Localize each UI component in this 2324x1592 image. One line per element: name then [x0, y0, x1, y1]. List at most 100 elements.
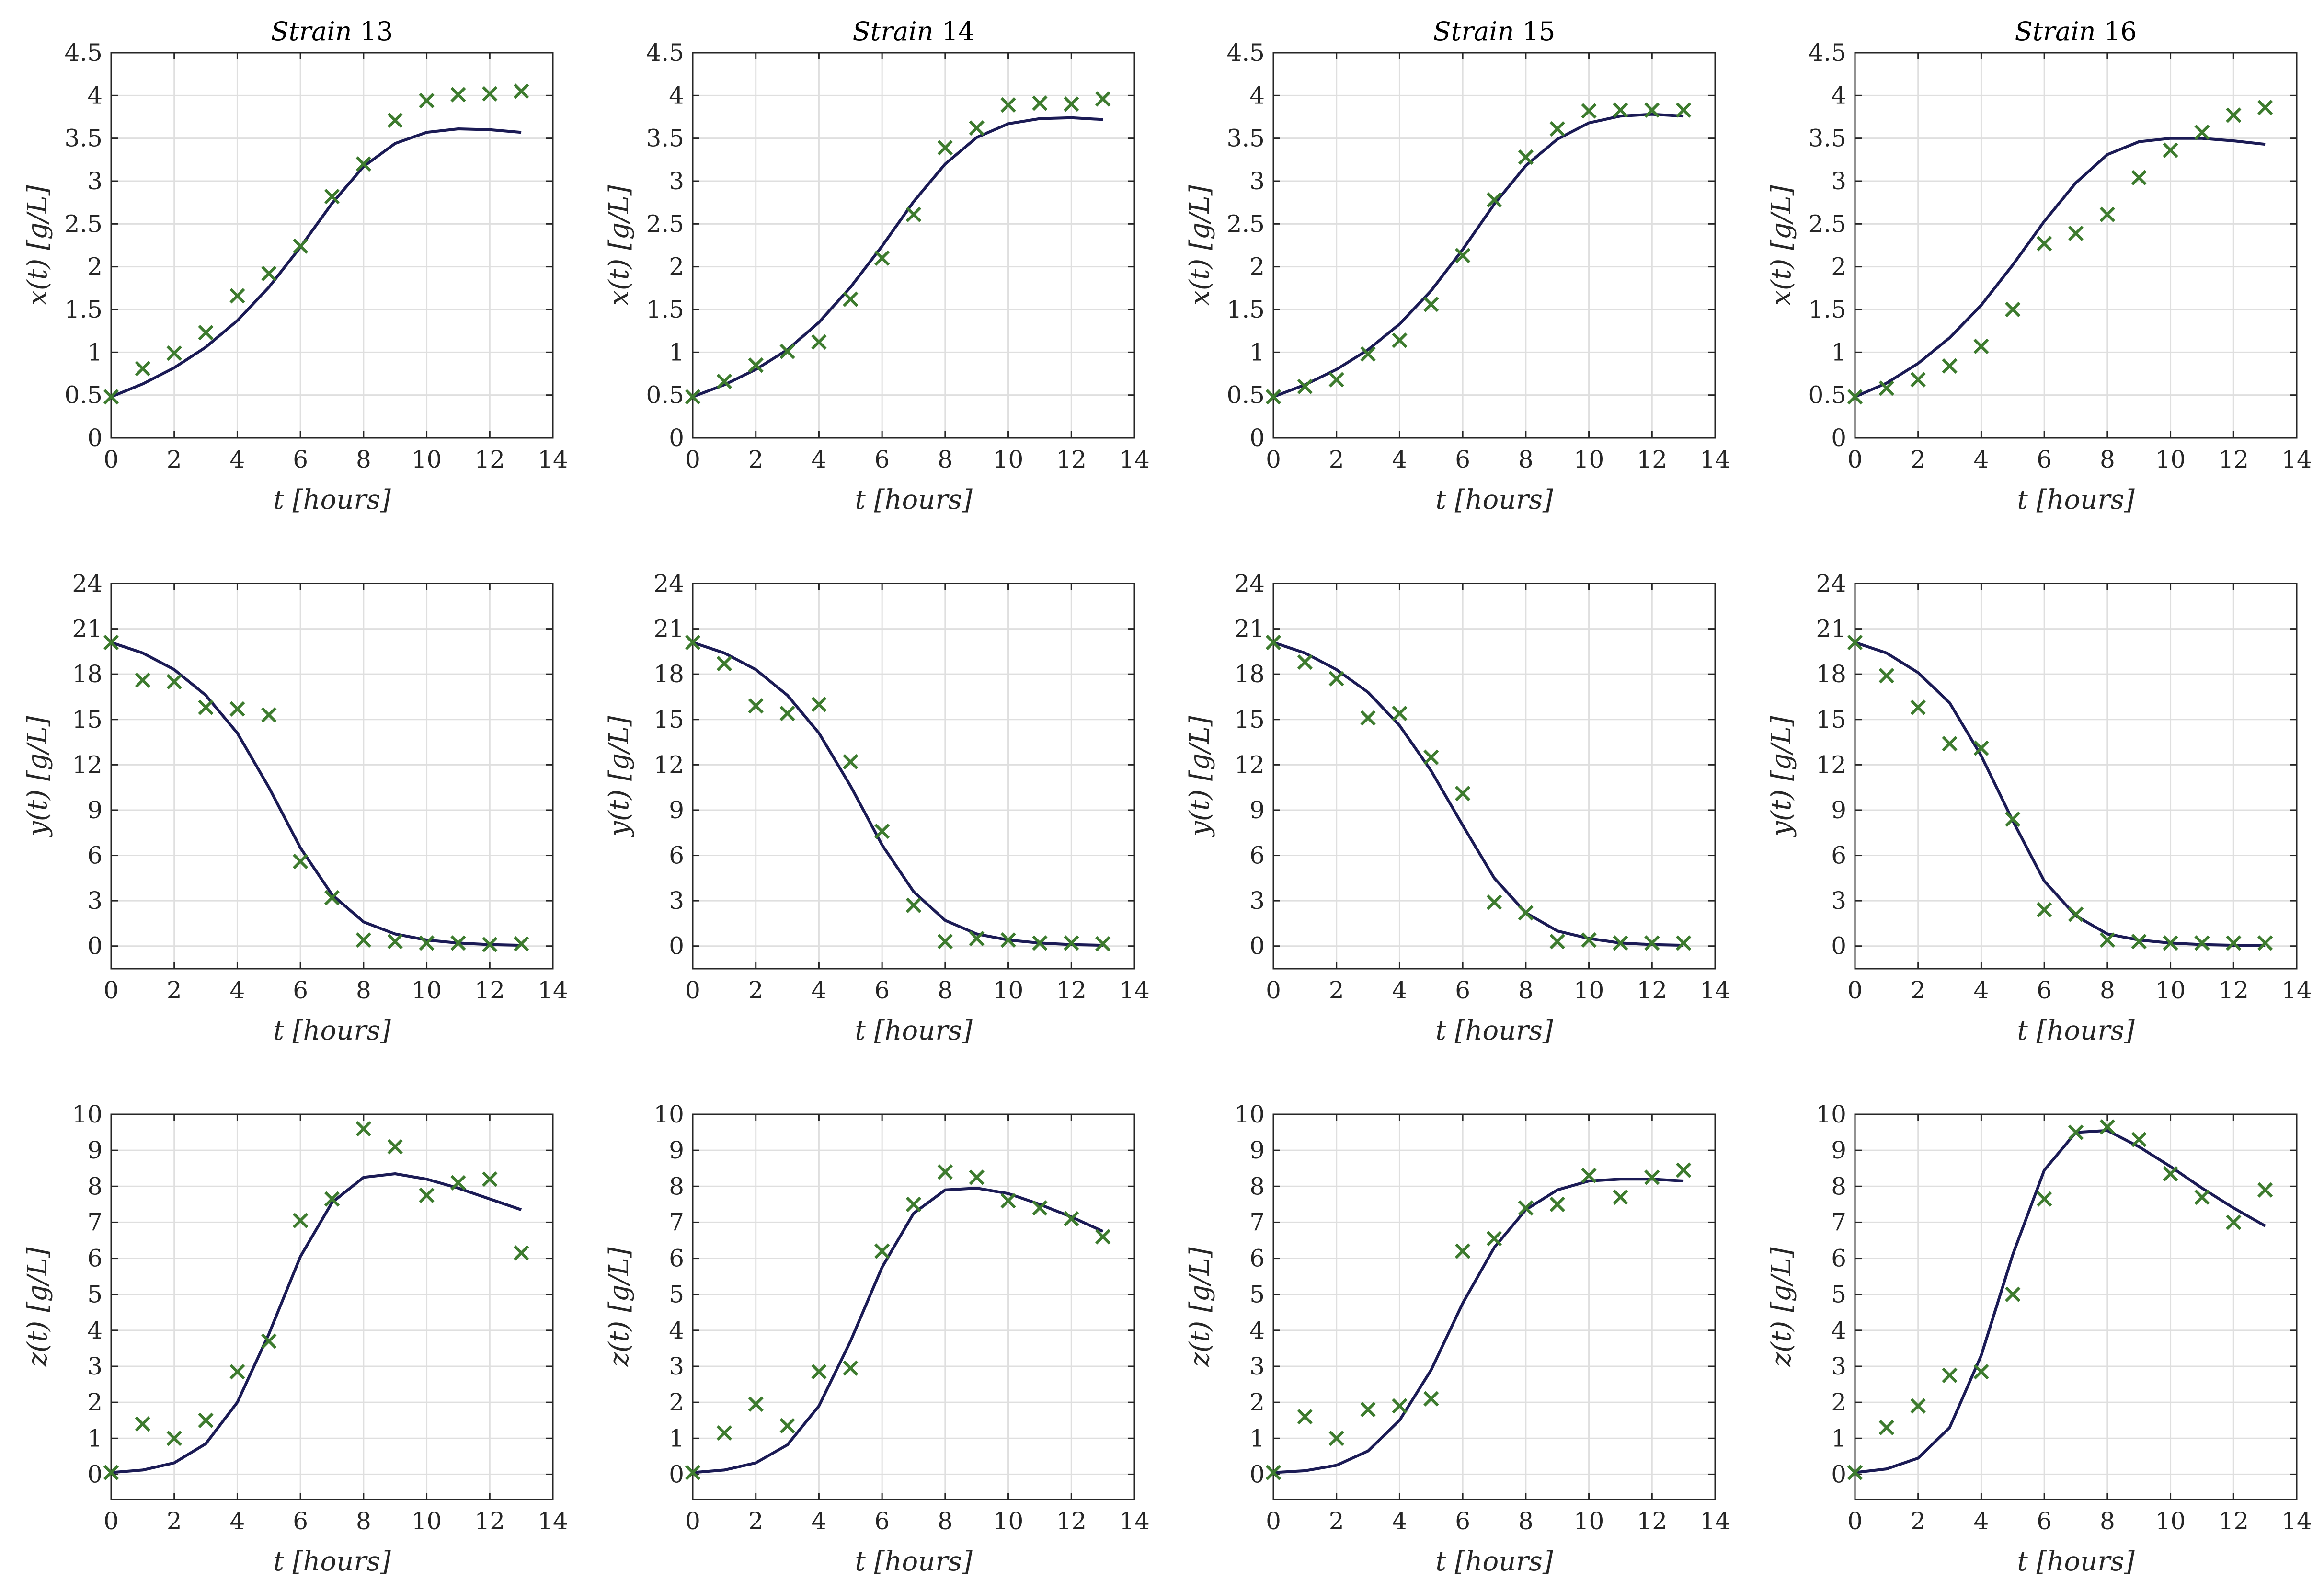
data-marker-stroke	[2194, 1189, 2210, 1205]
x-tick-label: 6	[2037, 976, 2052, 1004]
x-tick-label: 6	[874, 976, 890, 1004]
data-point	[1644, 1169, 1660, 1185]
data-marker-stroke	[2068, 906, 2084, 922]
data-marker-stroke	[1910, 1398, 1926, 1414]
data-point	[293, 854, 309, 870]
data-point	[450, 1175, 466, 1191]
data-marker-stroke	[1518, 905, 1534, 921]
data-marker-stroke	[450, 935, 466, 951]
model-curve	[111, 641, 522, 947]
data-marker-stroke	[1095, 936, 1111, 952]
data-point	[905, 206, 922, 222]
data-point	[1265, 389, 1282, 405]
y-tick-label: 6	[1831, 1245, 1846, 1272]
y-tick-label: 8	[1249, 1172, 1265, 1200]
x-tick-label: 12	[1056, 976, 1087, 1004]
x-tick-label: 12	[1637, 446, 1667, 473]
y-tick-label: 3	[669, 1352, 684, 1380]
y-tick-label: 4	[1831, 1317, 1846, 1344]
y-tick-label: 15	[1234, 706, 1265, 733]
data-marker-stroke	[135, 1416, 150, 1432]
data-point	[2005, 301, 2021, 318]
data-point	[716, 1425, 732, 1441]
data-marker-stroke	[1392, 706, 1408, 722]
data-point	[514, 936, 529, 952]
plot-frame	[1854, 1113, 2298, 1500]
data-point	[937, 140, 953, 156]
x-tick-label: 14	[2281, 446, 2312, 473]
data-marker-stroke	[1644, 1169, 1660, 1185]
x-tick-label: 10	[1574, 976, 1604, 1004]
data-marker-stroke	[2005, 811, 2021, 827]
data-point	[779, 706, 795, 722]
data-marker-stroke	[685, 1465, 701, 1480]
y-tick-label: 1	[87, 1424, 103, 1452]
data-marker-stroke	[1297, 654, 1313, 670]
y-tick-label: 24	[1816, 570, 1846, 597]
data-marker-stroke	[103, 634, 119, 651]
model-curve	[1855, 641, 2266, 947]
data-point	[1676, 1162, 1692, 1178]
x-tick-label: 10	[2155, 446, 2186, 473]
plot-title-word: Strain	[2015, 16, 2104, 46]
data-point	[1064, 1211, 1079, 1227]
data-point	[2226, 935, 2242, 951]
y-axis-label: x(t) [g/L]	[1766, 185, 1797, 305]
data-marker-stroke	[2257, 100, 2273, 115]
y-tick-label: 2	[1831, 1388, 1846, 1416]
data-point	[2037, 1191, 2052, 1207]
x-axis-label: t [hours]	[855, 484, 973, 515]
data-marker-stroke	[2226, 1214, 2242, 1230]
y-tick-label: 0	[1831, 1460, 1846, 1488]
data-marker-stroke	[779, 706, 795, 722]
y-tick-label: 6	[1249, 842, 1265, 870]
x-tick-label: 0	[1847, 976, 1863, 1004]
y-tick-label: 15	[1816, 706, 1846, 733]
y-axis-label: y(t) [g/L]	[1766, 716, 1797, 837]
data-point	[1973, 1364, 1989, 1380]
y-tick-label: 18	[1816, 660, 1846, 688]
x-tick-label: 2	[167, 1507, 182, 1535]
data-point	[811, 1364, 827, 1380]
data-point	[324, 890, 340, 905]
data-marker-stroke	[716, 373, 732, 389]
plot-title: Strain 14	[853, 16, 975, 46]
data-marker-stroke	[387, 113, 403, 128]
data-marker-stroke	[324, 1191, 340, 1207]
data-point	[843, 754, 859, 770]
x-tick-label: 10	[993, 1507, 1024, 1535]
y-tick-label: 6	[87, 1245, 103, 1272]
y-tick-label: 3	[87, 887, 103, 915]
data-point	[355, 156, 371, 172]
data-marker-stroke	[779, 344, 795, 359]
data-marker-stroke	[1486, 894, 1502, 910]
data-point	[716, 655, 732, 672]
data-point	[482, 1171, 498, 1187]
data-point	[1613, 102, 1628, 118]
x-tick-label: 10	[1574, 446, 1604, 473]
data-marker-stroke	[2099, 1119, 2115, 1135]
x-tick-label: 12	[1637, 976, 1667, 1004]
data-point	[937, 934, 953, 950]
data-point	[2194, 1189, 2210, 1205]
data-marker-stroke	[811, 697, 827, 712]
data-marker-stroke	[1613, 102, 1628, 118]
data-marker-stroke	[1613, 1189, 1628, 1205]
data-marker-stroke	[2099, 206, 2115, 222]
x-tick-label: 0	[1266, 976, 1281, 1004]
x-axis-label: t [hours]	[855, 1546, 973, 1577]
y-tick-label: 6	[1249, 1245, 1265, 1272]
model-curve	[692, 641, 1103, 947]
y-tick-label: 0.5	[1226, 381, 1265, 409]
x-tick-label: 6	[293, 1507, 308, 1535]
y-tick-label: 3	[1249, 1352, 1265, 1380]
y-tick-label: 0	[1831, 932, 1846, 960]
x-tick-label: 8	[2100, 1507, 2115, 1535]
x-tick-label: 8	[356, 1507, 371, 1535]
data-point	[2194, 935, 2210, 951]
data-point	[450, 935, 466, 951]
data-marker-stroke	[1878, 1420, 1894, 1435]
data-marker-stroke	[685, 634, 701, 651]
plot-frame	[110, 583, 554, 970]
data-marker-stroke	[1000, 932, 1016, 948]
